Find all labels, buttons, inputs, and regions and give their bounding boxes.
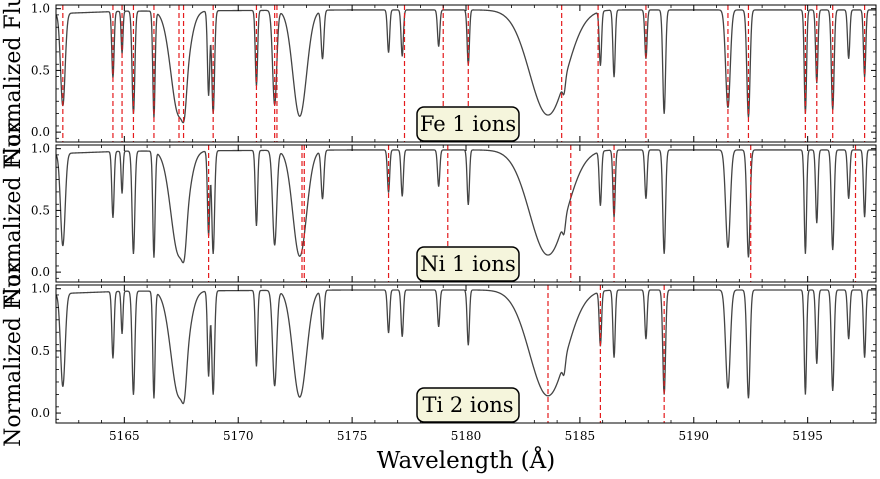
y-axis-label: Normalized Flux [1, 0, 26, 166]
y-tick-label: 1.0 [31, 2, 50, 16]
x-tick-label: 5170 [223, 429, 254, 443]
panel-2: 0.0 0.5 1.0 Ni 1 ions Normalized Flux [1, 120, 877, 306]
ion-label-box [416, 246, 520, 282]
panel-3: 0.0 0.5 1.0 Ti 2 ions Normalized Flux 5165 517… [1, 261, 877, 474]
ion-label: Fe 1 ions [420, 112, 516, 136]
ion-label-box [416, 387, 520, 423]
y-tick-label: 0.0 [31, 406, 50, 420]
y-tick-label: 1.0 [31, 282, 50, 296]
y-tick-label: 0.0 [31, 125, 50, 139]
x-tick-label: 5180 [451, 429, 482, 443]
y-tick-label: 0.5 [31, 63, 50, 77]
x-tick-label: 5175 [337, 429, 368, 443]
x-tick-label: 5195 [792, 429, 823, 443]
x-tick-label: 5165 [109, 429, 140, 443]
y-tick-label: 0.5 [31, 203, 50, 217]
x-tick-label: 5185 [565, 429, 596, 443]
y-axis-label: Normalized Flux [1, 120, 26, 306]
y-tick-label: 0.5 [31, 344, 50, 358]
y-tick-label: 1.0 [31, 142, 50, 156]
ion-label: Ni 1 ions [420, 252, 515, 276]
panel-1: 0.0 0.5 1.0 Fe 1 ions Normalized Flux [1, 0, 877, 166]
x-axis-label: Wavelength (Å) [377, 446, 555, 474]
spectrum-line [56, 289, 876, 405]
spectrum-line [56, 9, 876, 124]
x-tick-label: 5190 [679, 429, 710, 443]
ion-label-box [416, 106, 520, 142]
ion-label: Ti 2 ions [422, 393, 513, 417]
y-tick-label: 0.0 [31, 265, 50, 279]
y-axis-label: Normalized Flux [1, 261, 26, 447]
spectrum-line [56, 149, 876, 264]
